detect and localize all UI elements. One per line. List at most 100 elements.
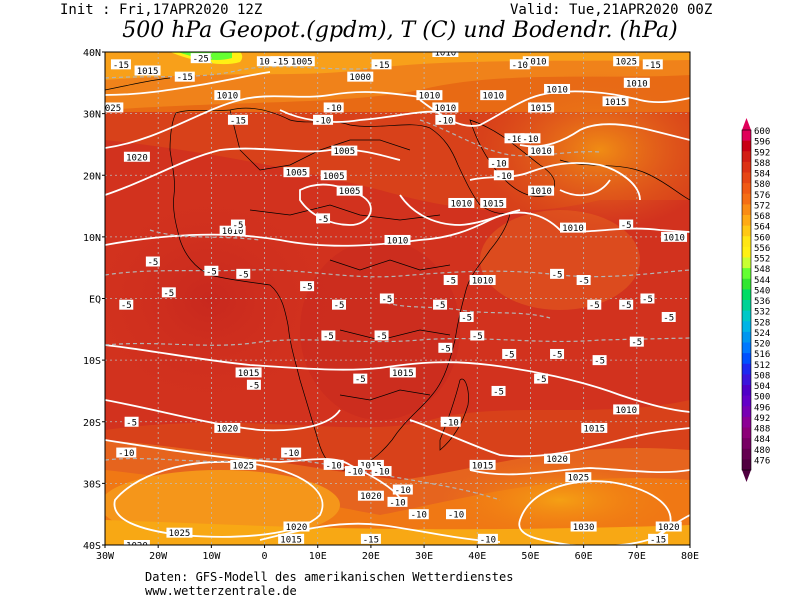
colorbar-level-label: 492 <box>754 414 770 424</box>
pressure-label-text: 1010 <box>482 92 504 102</box>
temperature-label: -5 <box>443 275 458 287</box>
temperature-label-text: -10 <box>283 449 299 459</box>
colorbar-level-label: 520 <box>754 340 770 350</box>
pressure-label: 1020 <box>214 422 241 434</box>
lon-tick-label: 30E <box>415 551 433 562</box>
temperature-label-box <box>374 330 389 341</box>
temperature-label-box <box>116 447 137 458</box>
temperature-label-box <box>642 59 663 70</box>
temperature-label-text: -5 <box>642 295 653 305</box>
pressure-label-box <box>320 170 347 181</box>
pressure-label-text: 1005 <box>286 169 308 179</box>
temperature-label-text: -5 <box>445 277 456 287</box>
pressure-label-box <box>357 490 384 501</box>
colorbar-swatch <box>742 448 751 460</box>
lon-tick-label: 80E <box>681 551 699 562</box>
colorbar-level-label: 476 <box>754 456 770 466</box>
temperature-label: -10 <box>477 533 498 545</box>
pressure-label: 1020 <box>123 151 150 163</box>
temperature-label-text: -10 <box>373 468 389 478</box>
pressure-label: 1015 <box>480 197 507 209</box>
pressure-label: 1010 <box>522 56 549 68</box>
temperature-label-text: -15 <box>650 535 666 545</box>
pressure-label-box <box>661 231 688 242</box>
colorbar-swatch <box>742 395 751 407</box>
pressure-label: 1015 <box>134 65 161 77</box>
temperature-label: -10 <box>371 466 392 478</box>
pressure-label-text: 1010 <box>546 85 568 95</box>
colorbar-level-label: 524 <box>754 329 770 339</box>
temperature-label-text: -5 <box>121 301 132 311</box>
temperature-label: -10 <box>493 170 514 182</box>
data-source-credit: Daten: GFS-Modell des amerikanischen Wet… <box>145 570 514 584</box>
temperature-label: -10 <box>313 114 334 126</box>
colorbar-swatch <box>742 193 751 205</box>
colorbar-swatch <box>742 183 751 195</box>
temperature-label: -5 <box>459 311 474 323</box>
temperature-label-text: -5 <box>493 387 504 397</box>
temperature-label-box <box>360 533 381 544</box>
temperature-label: -5 <box>353 373 368 385</box>
temperature-label: -15 <box>360 533 381 545</box>
colorbar-swatch <box>742 257 751 269</box>
lon-tick-label: 40E <box>468 551 486 562</box>
colorbar-swatch <box>742 140 751 152</box>
colorbar-level-label: 572 <box>754 201 770 211</box>
pressure-label-box <box>357 459 384 470</box>
pressure-label-text: 1020 <box>126 542 148 552</box>
colorbar-swatch <box>742 310 751 322</box>
isobars <box>105 71 690 545</box>
pressure-label-text: 1020 <box>360 492 382 502</box>
temperature-label-text: -15 <box>113 61 129 71</box>
pressure-label-box <box>613 404 640 415</box>
pressure-label-box <box>384 234 411 245</box>
pressure-label: 1010 <box>469 275 496 287</box>
colorbar-swatch <box>742 321 751 333</box>
temperature-label-text: -5 <box>552 270 563 280</box>
temperature-label: -5 <box>491 385 506 397</box>
pressure-label-box <box>214 422 241 433</box>
pressure-label-text: 1025 <box>99 104 121 114</box>
colorbar-swatch <box>742 236 751 248</box>
temperature-label: -5 <box>321 330 336 342</box>
pressure-label-text: 1010 <box>259 58 281 68</box>
pressure-label-box <box>528 185 555 196</box>
lon-tick-label: 60E <box>575 551 593 562</box>
pressure-label-text: 1010 <box>387 236 409 246</box>
temperature-label-box <box>550 268 565 279</box>
colorbar-swatch <box>742 427 751 439</box>
lat-tick-label: 20N <box>83 171 101 182</box>
colorbar-level-label: 512 <box>754 361 770 371</box>
temperature-label: -5 <box>502 348 517 360</box>
colorbar-top-arrow <box>742 118 751 130</box>
temperature-label-text: -15 <box>373 61 389 71</box>
colorbar-swatch <box>742 268 751 280</box>
temperature-label-box <box>661 311 676 322</box>
temperature-label-text: -10 <box>347 468 363 478</box>
pressure-label: 1010 <box>480 90 507 102</box>
temperature-label: -10 <box>509 59 530 71</box>
pressure-label: 1005 <box>331 145 358 157</box>
lon-tick-label: 10W <box>202 551 221 562</box>
colorbar-level-label: 548 <box>754 265 770 275</box>
pressure-label-box <box>565 472 592 483</box>
colorbar-swatch <box>742 385 751 397</box>
temperature-label-box <box>379 293 394 304</box>
temperature-label-box <box>344 466 365 477</box>
pressure-label-box <box>105 102 124 113</box>
colorbar-level-label: 516 <box>754 350 770 360</box>
colorbar-level-label: 536 <box>754 297 770 307</box>
temperature-label-text: -5 <box>621 301 632 311</box>
temperature-label-box <box>491 385 506 396</box>
temperature-label-text: -10 <box>395 486 411 496</box>
pressure-label: 1005 <box>283 167 310 179</box>
temperature-label: -5 <box>534 373 549 385</box>
pressure-label: 1015 <box>528 102 555 114</box>
temperature-label-box <box>316 213 331 224</box>
pressure-label-box <box>432 52 459 57</box>
pressure-label-box <box>123 540 150 545</box>
lon-tick-label: 20E <box>362 551 380 562</box>
pressure-label-text: 1010 <box>525 58 547 68</box>
pressure-label-text: 1005 <box>291 58 313 68</box>
